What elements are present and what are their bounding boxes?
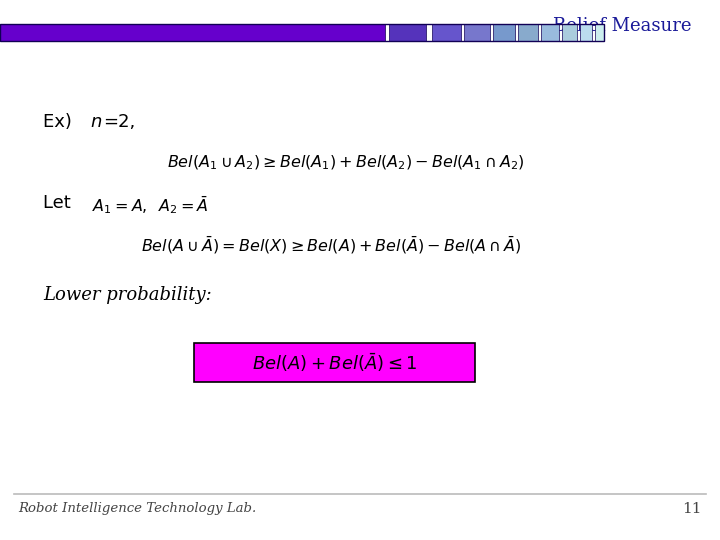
Bar [0, 24, 604, 40]
Text: Let: Let [43, 194, 77, 212]
Bar [518, 24, 538, 40]
Text: $\mathit{Bel}(A \cup \bar{A}) = \mathit{Bel}(X) \geq \mathit{Bel}(A) + \mathit{B: $\mathit{Bel}(A \cup \bar{A}) = \mathit{… [141, 235, 521, 256]
Text: $\mathit{Bel}(A_1 \cup A_2) \geq \mathit{Bel}(A_1) + \mathit{Bel}(A_2) - \mathit: $\mathit{Bel}(A_1 \cup A_2) \geq \mathit… [167, 154, 524, 172]
Text: $\mathit{Bel}(A) + \mathit{Bel}(\bar{A}) \leq 1$: $\mathit{Bel}(A) + \mathit{Bel}(\bar{A})… [252, 351, 418, 374]
Text: $n$: $n$ [90, 113, 102, 131]
Text: Robot Intelligence Technology Lab.: Robot Intelligence Technology Lab. [18, 502, 256, 515]
Bar [562, 24, 577, 40]
Bar [493, 24, 515, 40]
Bar [580, 24, 592, 40]
Text: Lower probability:: Lower probability: [43, 286, 212, 304]
Bar [0, 24, 385, 40]
Bar [541, 24, 559, 40]
Bar [389, 24, 426, 40]
Text: =2,: =2, [103, 113, 135, 131]
Text: Belief Measure: Belief Measure [553, 17, 691, 35]
Bar [595, 24, 604, 40]
Text: Ex): Ex) [43, 113, 78, 131]
Text: 11: 11 [683, 502, 702, 516]
Bar [194, 343, 475, 382]
Text: $A_1 = A, \;\; A_2 = \bar{A}$: $A_1 = A, \;\; A_2 = \bar{A}$ [92, 194, 209, 217]
Bar [464, 24, 490, 40]
Bar [432, 24, 461, 40]
